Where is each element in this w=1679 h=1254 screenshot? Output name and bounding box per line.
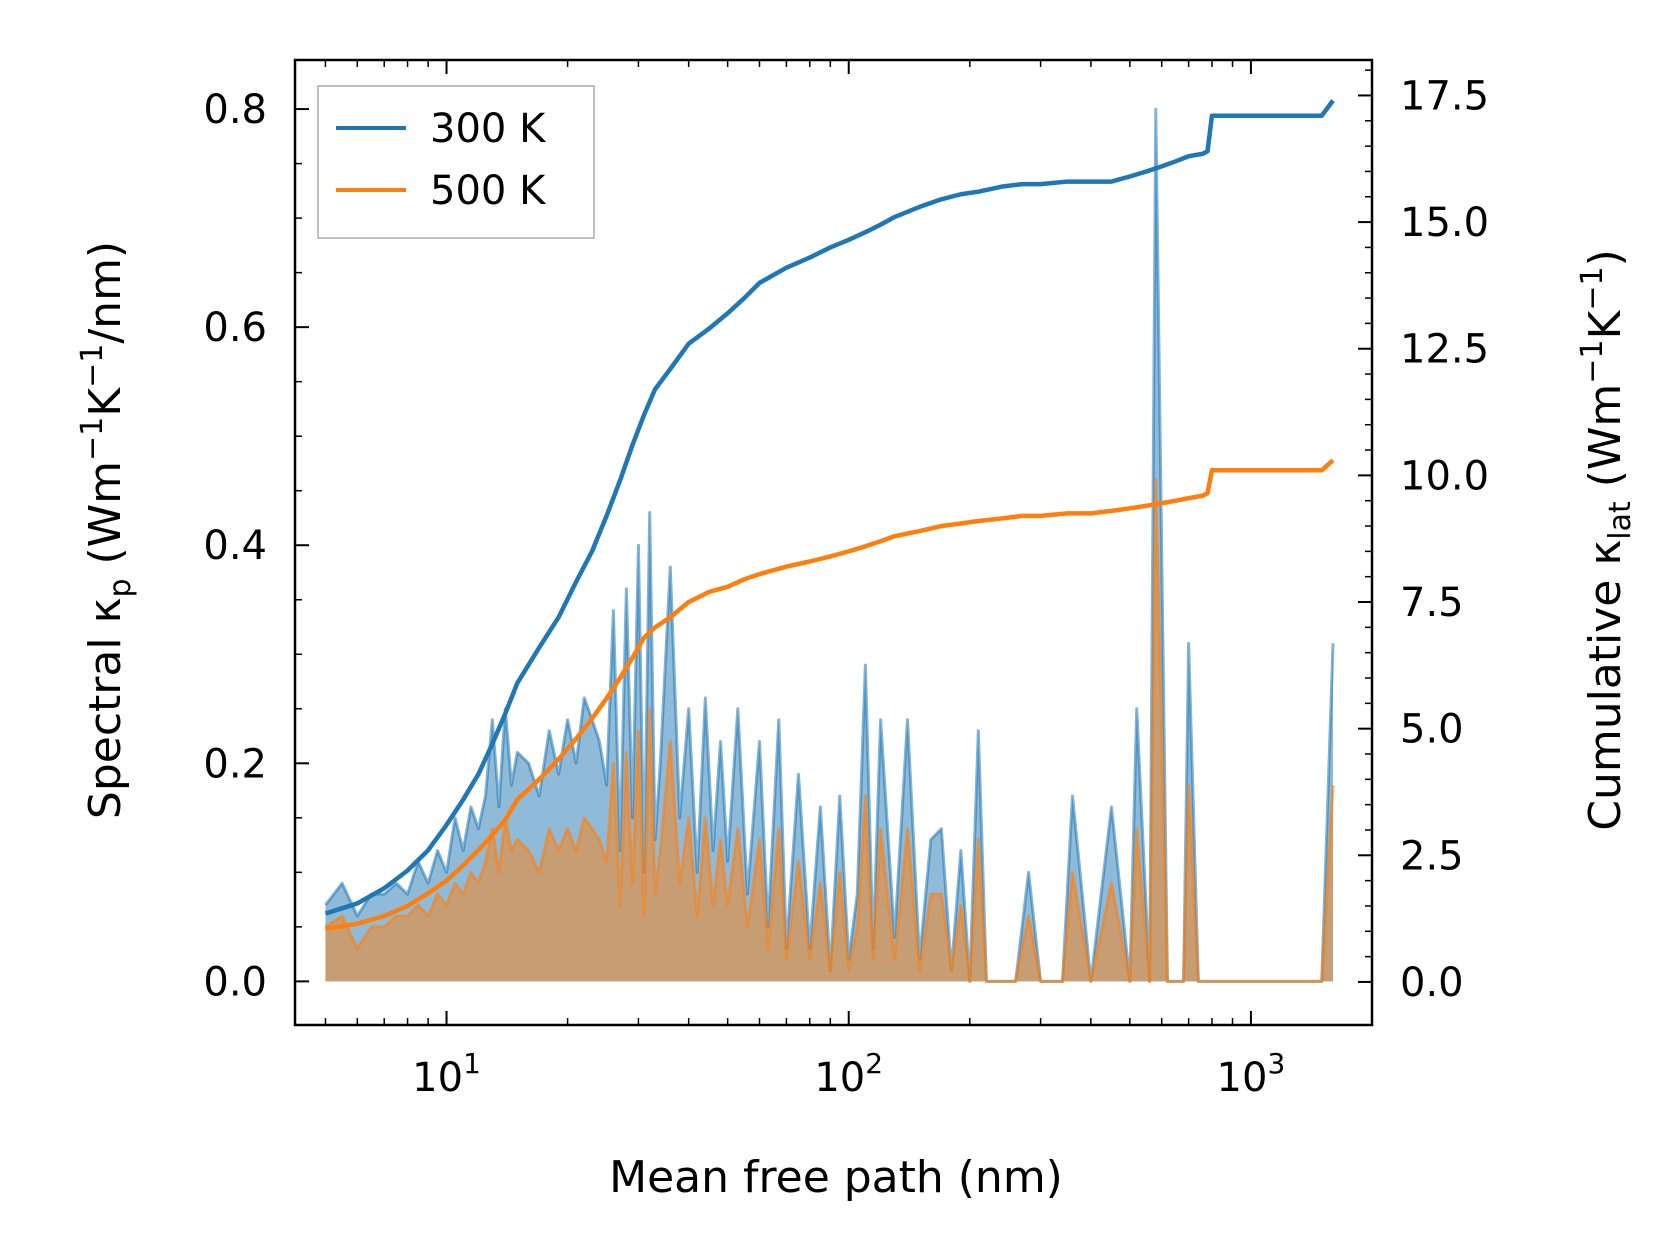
y-right-tick-label: 5.0 [1400, 707, 1464, 753]
cumulative-500k-line [325, 458, 1335, 931]
y-left-tick-label: 0.2 [203, 741, 267, 787]
cumulative-300k-line [324, 99, 1335, 916]
legend-300k-label: 300 K [430, 106, 547, 152]
y-right-tick-label: 17.5 [1400, 73, 1489, 119]
legend-500k-label: 500 K [430, 168, 547, 214]
y-right-tick-label: 10.0 [1400, 453, 1489, 499]
legend: 300 K 500 K [317, 85, 595, 239]
y-left-tick-label: 0.4 [203, 523, 267, 569]
y-axis-right-title: Cumulative κlat (Wm−1K−1) [1575, 249, 1638, 831]
x-tick-label: 101 [412, 1047, 481, 1101]
legend-box [317, 85, 595, 239]
y-right-tick-label: 0.0 [1400, 960, 1464, 1006]
x-axis-title: Mean free path (nm) [609, 1152, 1063, 1203]
y-right-tick-label: 12.5 [1400, 327, 1489, 373]
y-right-tick-label: 7.5 [1400, 580, 1464, 626]
y-right-tick-label: 2.5 [1400, 833, 1464, 879]
y-axis-left-title: Spectral κp (Wm−1K−1/nm) [75, 241, 138, 819]
plot-area: 0.0 0.2 0.4 0.6 0.8 0.0 2.5 5.0 7.5 10.0 12.5 15.0 1… [203, 58, 1489, 1101]
y-left-tick-label: 0.8 [203, 87, 267, 133]
spectral-500k-area [325, 479, 1334, 982]
axes-frame [293, 58, 1374, 1027]
x-tick-label: 103 [1217, 1047, 1286, 1101]
y-left-tick-label: 0.0 [203, 959, 267, 1005]
y-right-tick-label: 15.0 [1400, 200, 1489, 246]
y-left-tick-label: 0.6 [203, 305, 267, 351]
x-tick-label: 102 [814, 1047, 883, 1101]
